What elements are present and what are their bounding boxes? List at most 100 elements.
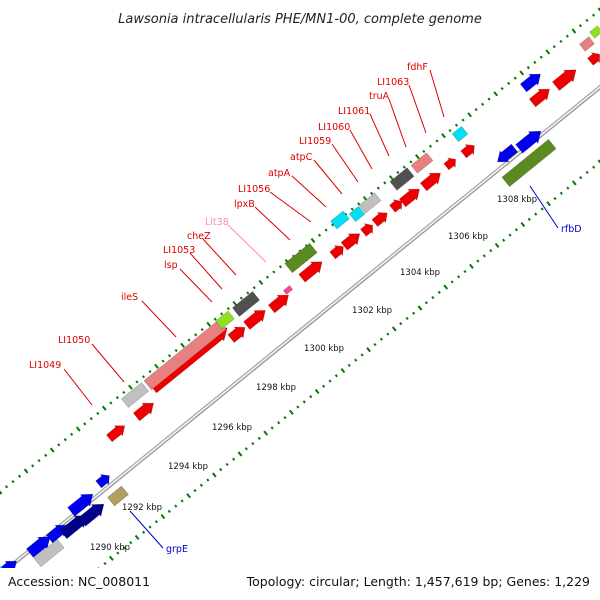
gene-label-6: Llt38 xyxy=(205,217,229,228)
inner-tick-66 xyxy=(482,254,486,258)
inner-tick-71 xyxy=(514,228,518,232)
gene-feature-gene-1307b xyxy=(515,130,542,154)
gene-feature-fdhF-b xyxy=(460,144,475,159)
outer-tick-37 xyxy=(239,296,243,300)
inner-tick-55 xyxy=(412,311,416,315)
inner-tick-48 xyxy=(366,347,371,353)
outer-tick-84 xyxy=(545,49,551,55)
inner-tick-29 xyxy=(244,447,248,451)
inner-tick-68 xyxy=(494,242,500,248)
inner-tick-33 xyxy=(270,426,274,430)
inner-tick-8 xyxy=(109,555,114,561)
outer-tick-73 xyxy=(474,107,478,112)
gene-feature-gene-1291a xyxy=(95,474,110,489)
outer-tick-92 xyxy=(597,7,600,13)
outer-tick-16 xyxy=(101,405,107,411)
outer-tick-90 xyxy=(585,18,589,23)
outer-tick-3 xyxy=(18,474,22,478)
outer-tick-29 xyxy=(187,338,191,342)
outer-tick-10 xyxy=(63,438,67,442)
inner-tick-84 xyxy=(597,159,600,165)
inner-tick-53 xyxy=(399,322,403,326)
gene-feature-gene-1309b xyxy=(528,88,550,108)
gene-label-0: LI1049 xyxy=(29,360,61,371)
inner-tick-39 xyxy=(309,395,313,399)
kbp-label-10: 1308 kbp xyxy=(497,195,537,205)
leader-line-15 xyxy=(408,84,427,134)
outer-tick-49 xyxy=(318,233,322,237)
outer-tick-62 xyxy=(402,165,406,169)
outer-tick-54 xyxy=(350,207,354,211)
inner-tick-26 xyxy=(225,462,229,467)
inner-tick-40 xyxy=(314,388,320,394)
outer-tick-42 xyxy=(272,270,276,274)
gene-feature-gene-1311a xyxy=(579,36,595,52)
outer-tick-65 xyxy=(422,149,426,154)
leader-line-7 xyxy=(254,206,291,241)
gene-feature-LI1049 xyxy=(105,425,126,443)
gene-label-7: lpxB xyxy=(234,199,255,210)
gene-label-11: LI1059 xyxy=(299,136,331,147)
outer-tick-14 xyxy=(89,417,93,421)
gene-feature-Llt38 xyxy=(282,285,294,295)
inner-tick-9 xyxy=(116,551,120,555)
outer-tick-20 xyxy=(128,384,133,390)
outer-tick-82 xyxy=(533,60,537,64)
gene-feature-atpC xyxy=(330,210,350,230)
feature-track xyxy=(0,25,600,600)
outer-tick-19 xyxy=(122,390,126,395)
outer-tick-40 xyxy=(258,279,264,285)
leader-line-8 xyxy=(269,191,312,223)
gene-feature-gene-1290c xyxy=(78,503,105,527)
inner-tick-30 xyxy=(251,441,255,446)
outer-tick-4 xyxy=(23,468,29,474)
gene-feature-ileS-b xyxy=(143,319,227,391)
outer-tick-41 xyxy=(265,275,269,279)
gene-feature-LI1056 xyxy=(329,245,344,260)
gene-label-16: fdhF xyxy=(407,62,428,73)
inner-tick-69 xyxy=(502,238,506,242)
outer-tick-track xyxy=(0,7,600,495)
kbp-label-1: 1290 kbp xyxy=(90,543,130,553)
outer-tick-35 xyxy=(226,307,230,311)
inner-tick-78 xyxy=(559,191,563,195)
inner-tick-42 xyxy=(328,379,332,383)
gene-feature-LI1053 xyxy=(232,291,260,317)
gene-label-12: LI1060 xyxy=(318,122,350,133)
outer-tick-11 xyxy=(70,432,74,436)
inner-tick-51 xyxy=(386,332,390,336)
outer-tick-78 xyxy=(507,81,511,85)
gene-feature-fdhF xyxy=(451,125,469,143)
outer-tick-87 xyxy=(565,34,569,38)
inner-tick-49 xyxy=(373,342,377,347)
outer-tick-18 xyxy=(115,396,119,400)
leader-line-11 xyxy=(331,143,359,183)
outer-tick-23 xyxy=(148,369,152,374)
outer-tick-6 xyxy=(37,458,41,463)
outer-tick-64 xyxy=(415,154,420,160)
gene-feature-gene-1307a xyxy=(497,143,519,163)
inner-tick-37 xyxy=(296,405,300,409)
gene-feature-LI1050 xyxy=(121,382,149,408)
outer-tick-60 xyxy=(388,175,394,181)
inner-tick-38 xyxy=(302,400,306,404)
inner-tick-45 xyxy=(347,363,351,367)
outer-tick-69 xyxy=(448,128,452,133)
inner-tick-24 xyxy=(211,472,217,478)
outer-tick-61 xyxy=(396,170,400,175)
outer-tick-5 xyxy=(31,464,35,468)
leader-line-1 xyxy=(91,343,125,383)
outer-tick-51 xyxy=(331,223,335,227)
outer-tick-68 xyxy=(441,133,446,139)
inner-tick-50 xyxy=(379,337,383,341)
inner-tick-track xyxy=(57,159,600,600)
gene-feature-lsp-b xyxy=(227,326,246,343)
gene-label-15: LI1063 xyxy=(377,77,409,88)
outer-tick-43 xyxy=(278,265,282,269)
outer-tick-25 xyxy=(161,359,165,363)
inner-tick-19 xyxy=(180,499,184,503)
gene-feature-cheZ xyxy=(267,294,289,314)
inner-tick-81 xyxy=(579,176,583,180)
outer-tick-8 xyxy=(49,447,55,453)
